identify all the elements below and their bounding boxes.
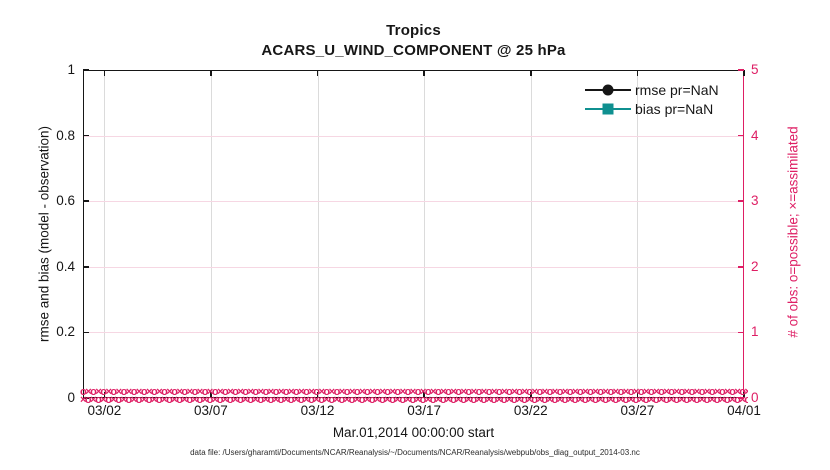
x-tick-top (743, 70, 745, 76)
x-tick-bottom (530, 392, 532, 398)
y-tick-label-left: 0.2 (56, 324, 75, 340)
y-tick-left (83, 200, 89, 202)
y-tick-right (738, 266, 744, 268)
y-tick-left (83, 134, 89, 137)
y-gridline (83, 201, 744, 203)
x-tick-top (423, 70, 425, 76)
y-tick-label-right: 3 (751, 193, 759, 209)
x-tick-top (530, 70, 532, 76)
legend-item-rmse[interactable]: rmse pr=NaN (585, 80, 719, 99)
x-tick-label: 03/27 (620, 403, 655, 418)
y-gridline (83, 135, 744, 137)
x-tick-bottom (743, 392, 745, 398)
y-tick-right (738, 134, 744, 137)
x-tick-top (636, 70, 639, 76)
x-gridline (317, 70, 319, 398)
rmse-line-sample (585, 83, 631, 96)
bias-line-sample (585, 102, 631, 115)
x-gridline (424, 70, 426, 398)
x-tick-bottom (210, 392, 212, 398)
y-tick-label-left: 0.6 (56, 193, 75, 209)
obs-count-marker-band: ×o×o×o×o×o×o×o×o×o×o×o×o×o×o×o×o×o×o×o×o… (80, 396, 748, 405)
y-gridline (83, 332, 744, 334)
x-tick-label: 03/17 (407, 403, 442, 418)
y-tick-right (738, 200, 744, 202)
legend-label-bias: bias pr=NaN (635, 100, 714, 117)
obs-count-marker-band: o×o×o×o×o×o×o×o×o×o×o×o×o×o×o×o×o×o×o×o×… (80, 388, 748, 397)
y-tick-label-right: 5 (751, 62, 759, 77)
y-tick-left (83, 331, 89, 334)
x-tick-label: 03/12 (300, 403, 335, 418)
legend[interactable]: rmse pr=NaN bias pr=NaN (585, 80, 719, 118)
y-tick-label-right: 1 (751, 324, 759, 340)
x-gridline (637, 70, 639, 398)
y-tick-left (83, 69, 89, 71)
x-tick-bottom (103, 392, 106, 398)
x-tick-bottom (636, 392, 639, 398)
y-tick-label-left: 0.8 (56, 127, 75, 143)
y-tick-right (738, 69, 744, 71)
chart-title: Tropics (386, 22, 441, 39)
x-tick-bottom (423, 392, 425, 398)
y-tick-label-right: 4 (751, 127, 759, 143)
x-gridline (210, 70, 212, 398)
data-file-annotation: data file: /Users/gharamti/Documents/NCA… (190, 448, 640, 457)
y-tick-left (83, 397, 89, 399)
x-tick-top (103, 70, 106, 76)
y-gridline (83, 266, 744, 268)
x-tick-label: 03/22 (513, 403, 548, 418)
x-axis-label: Mar.01,2014 00:00:00 start (332, 425, 495, 440)
legend-item-bias[interactable]: bias pr=NaN (585, 99, 719, 118)
bias-square-marker-icon (602, 103, 614, 114)
x-tick-label: 04/01 (727, 403, 761, 418)
y-tick-label-left: 0 (67, 390, 75, 405)
x-tick-bottom (316, 392, 319, 398)
y-tick-right (738, 397, 744, 399)
x-tick-label: 03/07 (193, 403, 228, 418)
y-tick-label-right: 0 (751, 390, 759, 405)
x-gridline (104, 70, 106, 398)
y-tick-right (738, 331, 744, 334)
y-tick-label-right: 2 (751, 258, 759, 274)
legend-label-rmse: rmse pr=NaN (635, 81, 719, 98)
x-gridline (530, 70, 532, 398)
x-tick-top (210, 70, 212, 76)
y-tick-label-left: 0.4 (56, 258, 75, 274)
y-tick-left (83, 266, 89, 268)
left-y-axis-label: rmse and bias (model - observation) (36, 125, 52, 343)
x-tick-top (316, 70, 319, 76)
x-tick-label: 03/02 (87, 403, 122, 418)
plot-box (83, 70, 744, 398)
right-y-axis-label: # of obs: o=possible; ×=assimilated (785, 126, 801, 338)
rmse-circle-marker-icon (602, 84, 614, 95)
y-tick-label-left: 1 (67, 62, 75, 77)
chart-subtitle: ACARS_U_WIND_COMPONENT @ 25 hPa (261, 42, 566, 59)
